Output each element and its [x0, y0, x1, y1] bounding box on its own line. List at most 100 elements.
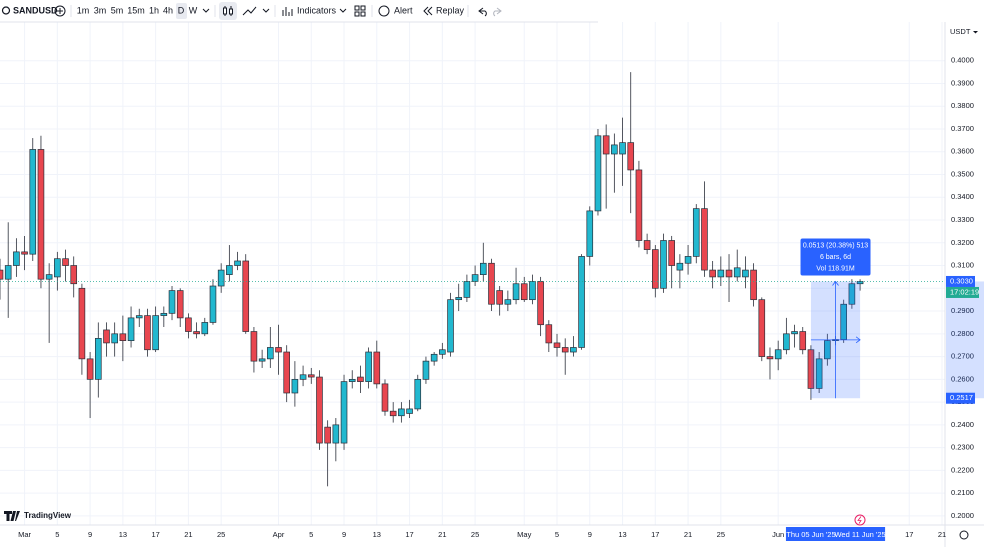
x-tick-label: 25	[717, 530, 725, 539]
measure-tooltip-text: 6 bars, 6d	[820, 254, 851, 261]
replay-icon[interactable]	[423, 6, 433, 16]
x-tick-label: 17	[151, 530, 159, 539]
candle-body	[799, 331, 807, 351]
indicators-button[interactable]: Indicators	[297, 5, 337, 15]
interval-button[interactable]: 15m	[127, 5, 145, 15]
y-tick-label: 0.3700	[951, 124, 974, 133]
logo-text: TradingView	[24, 511, 72, 520]
candle-body	[561, 347, 569, 353]
toolbar: SANDUSD 1m 3m 5m 15m 1h 4h D W Indicators Alert…	[0, 0, 598, 23]
candle-body	[709, 269, 716, 278]
candle-body	[545, 324, 553, 344]
candle-body	[242, 260, 250, 332]
candle-body	[676, 262, 684, 271]
layout-icon	[354, 11, 360, 17]
x-tick-label: May	[517, 530, 531, 539]
x-tick-label: 9	[588, 530, 592, 539]
indicators-icon[interactable]	[282, 7, 293, 16]
y-tick-label: 0.2800	[951, 329, 974, 338]
candle-body	[373, 351, 381, 385]
currency-label[interactable]: USDT	[950, 27, 971, 36]
y-tick-label: 0.2400	[951, 420, 974, 429]
candle-body	[717, 269, 725, 278]
candle-body	[127, 317, 135, 341]
interval-button[interactable]: D	[178, 5, 185, 15]
measure-tooltip-text: 0.0513 (20.38%) 513	[803, 242, 868, 249]
y-tick-label: 0.2200	[951, 465, 974, 474]
candle-body	[291, 378, 299, 394]
candle-body	[135, 315, 143, 319]
candle-body	[258, 358, 266, 362]
candle-body	[144, 315, 151, 351]
candle-body	[4, 265, 12, 280]
replay-button[interactable]: Replay	[436, 5, 465, 15]
interval-button[interactable]: 1m	[77, 5, 90, 15]
candle-body	[168, 290, 176, 314]
chevron[interactable]	[202, 8, 210, 13]
layout-icon	[360, 11, 366, 17]
alert-button[interactable]: Alert	[394, 5, 413, 15]
interval-button[interactable]: W	[189, 5, 198, 15]
candle-body	[758, 299, 766, 357]
x-tick-label: Mar	[18, 530, 31, 539]
y-tick-label: 0.3600	[951, 147, 974, 156]
y-tick-label: 0.2600	[951, 374, 974, 383]
candle-body	[70, 265, 78, 285]
layout-icon[interactable]	[354, 5, 360, 11]
symbol[interactable]: SANDUSD	[13, 5, 58, 15]
candle-body	[226, 265, 233, 275]
y-tick-label: 0.4000	[951, 56, 974, 65]
measure-low-badge	[946, 392, 975, 404]
interval-button[interactable]: 3m	[94, 5, 107, 15]
search-icon[interactable]	[1, 6, 11, 15]
candle-body	[439, 349, 446, 355]
x-tick-label: 13	[373, 530, 381, 539]
time-range-label: Thu 05 Jun '25	[786, 530, 835, 539]
candle-body	[668, 240, 675, 266]
alert-icon[interactable]	[378, 5, 390, 17]
event-icon[interactable]	[854, 514, 866, 526]
chevron[interactable]	[339, 8, 347, 13]
time-range-highlight	[785, 527, 886, 541]
candles-button[interactable]	[219, 2, 237, 20]
candle-body	[37, 149, 45, 280]
last-price-badge	[946, 275, 975, 287]
interval-button[interactable]: 1h	[149, 5, 159, 15]
candle-body	[701, 208, 708, 271]
x-tick-label: 21	[684, 530, 692, 539]
candle-body	[152, 315, 159, 351]
candle-body	[783, 333, 790, 351]
interval-button[interactable]: 5m	[111, 5, 124, 15]
candles-icon	[229, 8, 233, 15]
candle-body	[471, 274, 479, 282]
candle-body	[332, 424, 340, 444]
candle-body	[529, 281, 536, 301]
settings-icon[interactable]	[959, 530, 969, 540]
candle-body	[209, 285, 217, 323]
y-tick-label: 0.2100	[951, 488, 974, 497]
candle-body	[78, 287, 86, 360]
redo-icon[interactable]	[493, 7, 502, 17]
candle-body	[660, 240, 667, 289]
candle-body	[283, 351, 290, 394]
candle-body	[578, 256, 585, 348]
line-icon[interactable]	[242, 6, 257, 16]
candle-body	[586, 210, 594, 257]
candle-body	[299, 374, 307, 380]
measure-tooltip-text: Vol 118.91M	[816, 265, 855, 272]
candle-body	[406, 408, 413, 414]
layout-icon	[360, 5, 366, 11]
toolbar-bg	[0, 0, 598, 22]
candle-body	[815, 358, 823, 389]
x-tick-label: 21	[184, 530, 192, 539]
x-tick-label: 13	[119, 530, 127, 539]
compare-icon[interactable]	[54, 5, 66, 17]
chevron[interactable]	[262, 8, 270, 13]
candle-body	[340, 381, 348, 444]
event-icon	[857, 516, 862, 524]
candle-body	[422, 360, 430, 380]
undo-icon[interactable]	[478, 7, 487, 17]
candle-body	[766, 356, 774, 360]
interval-button[interactable]: 4h	[163, 5, 173, 15]
